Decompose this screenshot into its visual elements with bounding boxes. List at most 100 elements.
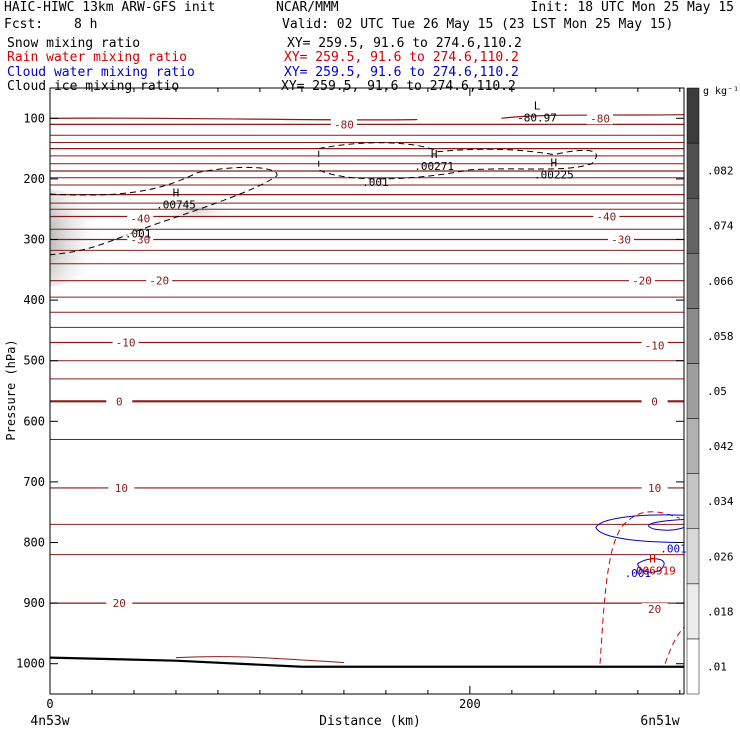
field-xy-snow: XY= 259.5, 91.6 to 274.6,110.2 <box>287 36 522 51</box>
rain-water-contour <box>599 511 680 664</box>
colorbar-bin <box>686 528 700 585</box>
isotherm-line <box>50 117 418 121</box>
colorbar-bin <box>686 418 700 474</box>
isotherm-label-bg <box>106 597 133 610</box>
isotherm-label: -40 <box>596 210 616 223</box>
extremum-marker: L <box>534 99 541 112</box>
isotherm-label-bg <box>146 274 173 287</box>
x-tick-label: 200 <box>459 697 481 711</box>
plot-frame <box>49 87 685 695</box>
extremum-value: .00225 <box>534 168 574 181</box>
contour-label: .001 <box>125 227 152 240</box>
colorbar-bin <box>686 473 700 529</box>
isotherm-label: 0 <box>651 395 658 408</box>
isotherm-label-bg <box>629 274 656 287</box>
extremum-value: .006919 <box>629 565 675 578</box>
isotherm-label: -40 <box>130 212 150 225</box>
isotherm-label-bg <box>127 212 154 225</box>
contour-label: .001 <box>362 176 389 189</box>
cloud-water-contour <box>595 514 684 543</box>
y-tick-label: 700 <box>23 475 45 489</box>
extremum-value: .00271 <box>414 160 454 173</box>
terrain-line <box>50 656 684 668</box>
colorbar-bin <box>686 363 700 419</box>
isotherm-label-bg <box>608 233 635 246</box>
isotherm-label-bg <box>112 336 139 349</box>
colorbar-label: .01 <box>707 660 727 673</box>
isotherm-label-bg <box>108 481 135 494</box>
x-endpoint-left: 4n53w <box>30 714 69 729</box>
isotherm-label-bg <box>641 603 668 616</box>
contour-label: .001 <box>660 543 687 556</box>
field-name-cloud-ice: Cloud ice mixing ratio <box>7 79 180 94</box>
isotherm-label: -20 <box>149 275 169 288</box>
y-tick-label: 800 <box>23 536 45 550</box>
rain-water-contour <box>664 626 684 664</box>
center-name: NCAR/MMM <box>276 0 339 15</box>
isotherm-line <box>501 114 684 119</box>
cloud-water-contour <box>648 518 684 531</box>
y-tick-label: 500 <box>23 354 45 368</box>
isotherm-label: -30 <box>130 234 150 247</box>
y-tick-label: 1000 <box>16 657 45 671</box>
colorbar-bin <box>686 142 700 199</box>
colorbar-label: .034 <box>707 495 734 508</box>
colorbar-label: .05 <box>707 385 727 398</box>
colorbar-label: .042 <box>707 440 734 453</box>
extremum-value: -80.97 <box>517 111 557 124</box>
isotherm-label: -30 <box>611 234 631 247</box>
y-tick-label: 400 <box>23 293 45 307</box>
snow-shading-max <box>50 190 105 286</box>
field-xy-cloud-ice: XY= 259.5, 91.6 to 274.6,110.2 <box>281 79 516 94</box>
colorbar-label: .026 <box>707 550 734 563</box>
isotherm-label-bg <box>587 112 614 125</box>
isotherm-label-bg <box>593 210 620 223</box>
extremum-marker: H <box>173 187 180 200</box>
colorbar-label: .066 <box>707 275 734 288</box>
extremum-marker: H <box>431 148 438 161</box>
y-tick-label: 200 <box>23 172 45 186</box>
isotherm-label: -80 <box>334 118 354 131</box>
extremum-marker: H <box>551 156 558 169</box>
isotherm-label-bg <box>127 233 154 246</box>
isotherm-label-bg <box>641 395 668 408</box>
y-tick-label: 600 <box>23 414 45 428</box>
isotherm-label: -80 <box>590 112 610 125</box>
model-title: HAIC-HIWC 13km ARW-GFS init <box>4 0 216 15</box>
field-xy-rain: XY= 259.5, 91.6 to 274.6,110.2 <box>284 50 519 65</box>
isotherm-label-bg <box>641 481 668 494</box>
extremum-value: .00745 <box>156 199 196 212</box>
colorbar-bin <box>686 308 700 364</box>
isotherm-line <box>175 656 344 663</box>
isotherm-label: -20 <box>632 275 652 288</box>
colorbar-label: .018 <box>707 605 734 618</box>
cloud-ice-contour <box>50 166 278 256</box>
valid-time: Valid: 02 UTC Tue 26 May 15 (23 LST Mon … <box>282 17 674 32</box>
field-name-cloud-water: Cloud water mixing ratio <box>7 65 195 80</box>
colorbar-label: .058 <box>707 330 734 343</box>
colorbar-bin <box>686 253 700 309</box>
x-tick-label: 0 <box>46 697 53 711</box>
init-time: Init: 18 UTC Mon 25 May 15 <box>530 0 735 15</box>
y-axis-label: Pressure (hPa) <box>4 339 18 440</box>
forecast-value: 8 h <box>74 17 98 32</box>
isotherm-label: 20 <box>648 603 661 616</box>
y-tick-label: 300 <box>23 233 45 247</box>
field-name-rain: Rain water mixing ratio <box>7 50 188 65</box>
isotherm-label-bg <box>330 118 357 131</box>
contour-label: .001 <box>625 567 652 580</box>
y-tick-label: 900 <box>23 596 45 610</box>
colorbar-bin <box>686 197 700 254</box>
cloud-water-contour <box>637 558 665 573</box>
colorbar-unit: g kg⁻¹ <box>703 86 739 97</box>
isotherm-label: 10 <box>115 482 128 495</box>
extremum-marker: H <box>649 553 656 566</box>
isotherm-label-bg <box>106 395 133 408</box>
y-tick-label: 100 <box>23 111 45 125</box>
forecast-label: Fcst: <box>4 17 44 32</box>
isotherm-label: 20 <box>113 597 126 610</box>
isotherm-label: -10 <box>645 340 665 353</box>
colorbar-bin <box>686 583 700 640</box>
x-axis-label: Distance (km) <box>319 714 421 729</box>
